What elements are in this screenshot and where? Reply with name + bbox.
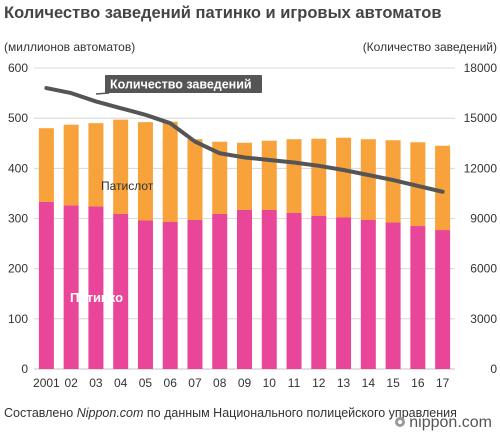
bar-pachinko <box>63 205 79 369</box>
bar-pachinko <box>311 215 327 369</box>
line-label: Количество заведений <box>110 78 252 92</box>
bar-pachinko <box>162 222 178 369</box>
bar-pachislot <box>311 138 327 216</box>
x-tick-label: 11 <box>288 376 301 390</box>
bar-pachislot <box>63 124 79 206</box>
x-tick-label: 06 <box>164 376 178 390</box>
bar-pachislot <box>137 122 153 221</box>
x-tick-label: 17 <box>436 376 450 390</box>
bar-pachislot <box>237 142 252 210</box>
bar-pachislot <box>336 137 352 218</box>
bar-pachislot <box>38 128 54 202</box>
brand-dot-icon <box>395 417 406 427</box>
bar-pachinko <box>336 217 352 369</box>
chart-title: Количество заведений патинко и игровых а… <box>4 4 442 22</box>
bar-pachinko <box>360 220 376 369</box>
source-note: Составлено Nippon.com по данным Национал… <box>4 405 457 421</box>
x-tick-label: 09 <box>238 376 252 390</box>
bar-pachinko <box>237 209 252 369</box>
callout-pointer <box>95 92 110 95</box>
source-prefix: Составлено <box>4 406 77 420</box>
left-tick-label: 500 <box>8 111 28 125</box>
bar-pachislot <box>435 145 451 231</box>
right-tick-label: 18000 <box>464 61 498 75</box>
brand-logo: nippon.com <box>395 414 492 432</box>
bar-pachinko <box>435 230 451 369</box>
x-tick-label: 10 <box>263 376 277 390</box>
x-tick-label: 15 <box>386 376 400 390</box>
x-tick-label: 08 <box>213 376 227 390</box>
bar-pachinko <box>88 206 104 369</box>
x-tick-label: 13 <box>337 376 351 390</box>
bar-pachislot <box>187 139 203 221</box>
x-tick-label: 05 <box>139 376 153 390</box>
bar-pachinko <box>385 222 401 369</box>
x-tick-label: 14 <box>362 376 376 390</box>
right-tick-label: 3000 <box>470 312 497 326</box>
right-tick-label: 6000 <box>470 262 497 276</box>
line-label-box <box>105 75 262 93</box>
right-tick-label: 9000 <box>470 212 497 226</box>
left-tick-label: 400 <box>8 161 28 175</box>
left-axis-unit: (миллионов автоматов) <box>4 40 136 54</box>
bar-pachinko <box>187 220 203 369</box>
bar-pachinko <box>137 220 153 369</box>
brand-text: nippon.com <box>409 414 492 431</box>
x-tick-label: 2001 <box>33 376 60 390</box>
right-tick-label: 15000 <box>464 111 498 125</box>
left-tick-label: 100 <box>8 312 28 326</box>
left-tick-label: 200 <box>8 262 28 276</box>
x-tick-label: 04 <box>114 376 128 390</box>
bar-pachislot <box>286 139 302 213</box>
left-tick-label: 300 <box>8 212 28 226</box>
x-tick-label: 02 <box>64 376 78 390</box>
bar-pachislot <box>113 119 129 214</box>
right-tick-label: 12000 <box>464 161 498 175</box>
bar-pachinko <box>212 213 228 369</box>
series-label-pachislot: Патислот <box>101 179 154 193</box>
bar-pachinko <box>286 212 302 369</box>
bar-pachinko <box>38 201 54 369</box>
left-tick-label: 600 <box>8 61 28 75</box>
x-tick-label: 03 <box>89 376 103 390</box>
x-tick-label: 12 <box>312 376 326 390</box>
right-tick-label: 0 <box>490 362 497 376</box>
x-tick-label: 16 <box>411 376 425 390</box>
establishments-line <box>44 86 445 194</box>
bar-pachislot <box>261 140 277 210</box>
bar-pachislot <box>88 123 104 207</box>
source-rest: по данным Национального полицейского упр… <box>143 406 457 420</box>
x-tick-label: 07 <box>188 376 202 390</box>
bar-pachislot <box>360 139 376 221</box>
bar-pachinko <box>410 226 426 369</box>
source-site: Nippon.com <box>76 406 144 420</box>
bar-pachinko <box>261 209 277 369</box>
right-axis-unit: (Количество заведений) <box>362 40 497 54</box>
left-tick-label: 0 <box>21 362 28 376</box>
bar-pachislot <box>162 121 178 223</box>
bar-pachinko <box>113 213 129 369</box>
series-label-pachinko: Патинко <box>70 290 123 305</box>
bar-pachislot <box>212 141 228 214</box>
